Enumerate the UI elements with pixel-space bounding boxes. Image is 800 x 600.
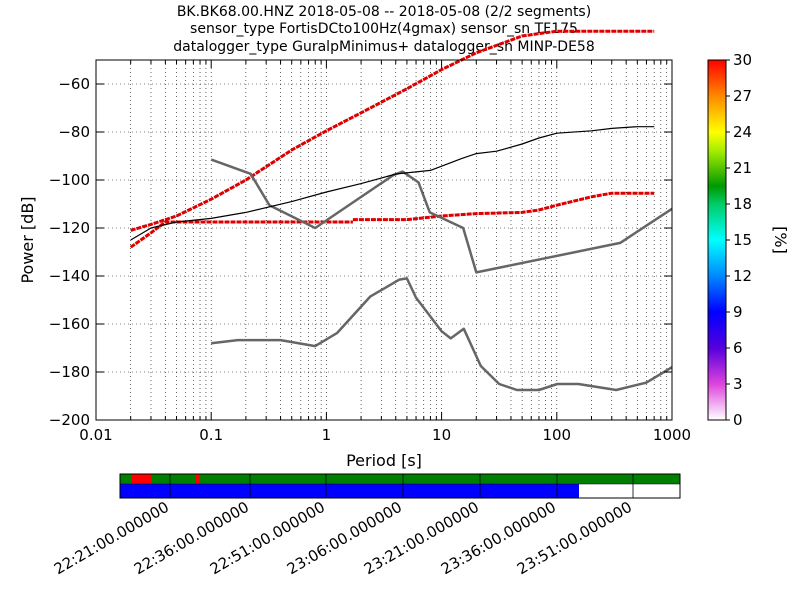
y-tick-label: −80 [58,123,90,141]
x-tick-label: 100 [542,426,571,444]
plot-frame [95,59,673,421]
y-tick-label: −60 [58,75,90,93]
colorbar-tick-label: 3 [733,375,743,393]
density-bands [129,29,655,249]
colorbar-tick-label: 0 [733,411,743,429]
y-tick-label: −140 [49,267,90,285]
x-tick-label: 0.1 [199,426,223,444]
colorbar-tick-label: 30 [733,51,752,69]
colorbar-tick-label: 21 [733,159,752,177]
y-tick-label: −100 [49,171,90,189]
coverage-row-bottom [120,484,579,498]
x-tick-label: 0.01 [79,426,112,444]
x-ticks: 0.01 0.1 1 10 100 1000 [79,60,691,444]
y-ticks: −200 −180 −160 −140 −120 −100 −80 −60 [49,75,672,429]
colorbar: 0 3 6 9 12 15 18 21 24 27 30 [%] [707,51,790,429]
colorbar-tick-label: 27 [733,87,752,105]
colorbar-tick-label: 24 [733,123,752,141]
coverage-gap-red-small [196,474,199,484]
series-noise-model-high [210,158,673,274]
density-band-lower-rising [129,220,353,249]
y-axis-label: Power [dB] [18,196,37,283]
y-tick-label: −160 [49,315,90,333]
series-mode [130,126,655,241]
density-band-upper [130,29,655,232]
colorbar-tick-label: 15 [733,231,752,249]
x-tick-label: 10 [432,426,451,444]
plot-background [96,60,672,420]
colorbar-tick-label: 6 [733,339,743,357]
colorbar-ticks: 0 3 6 9 12 15 18 21 24 27 30 [726,51,752,429]
y-tick-label: −200 [49,411,90,429]
x-tick-label: 1000 [653,426,691,444]
y-tick-label: −120 [49,219,90,237]
title-line-1: BK.BK68.00.HNZ 2018-05-08 -- 2018-05-08 … [177,4,591,20]
title-line-3: datalogger_type GuralpMinimus+ datalogge… [173,39,594,55]
x-tick-label: 1 [322,426,332,444]
y-tick-label: −180 [49,363,90,381]
x-axis-label: Period [s] [346,451,422,470]
colorbar-gradient [707,59,727,421]
grid [95,60,672,420]
colorbar-tick-label: 18 [733,195,752,213]
coverage-gap-red [132,474,152,484]
series-noise-model-low [211,277,673,392]
colorbar-label: [%] [771,226,790,254]
coverage-row-top [120,474,680,484]
coverage-frame [119,473,681,499]
density-band-lower-flat [352,191,655,222]
colorbar-tick-label: 12 [733,267,752,285]
title-line-2: sensor_type FortisDCto100Hz(4gmax) senso… [190,21,578,37]
series [130,126,673,392]
data-coverage-timeline: 22:21:00.00000022:36:00.00000022:51:00.0… [51,473,681,578]
psd-plot-area: 0.01 0.1 1 10 100 1000 −200 −180 −160 −140 −120 −1… [49,29,691,444]
colorbar-tick-label: 9 [733,303,743,321]
